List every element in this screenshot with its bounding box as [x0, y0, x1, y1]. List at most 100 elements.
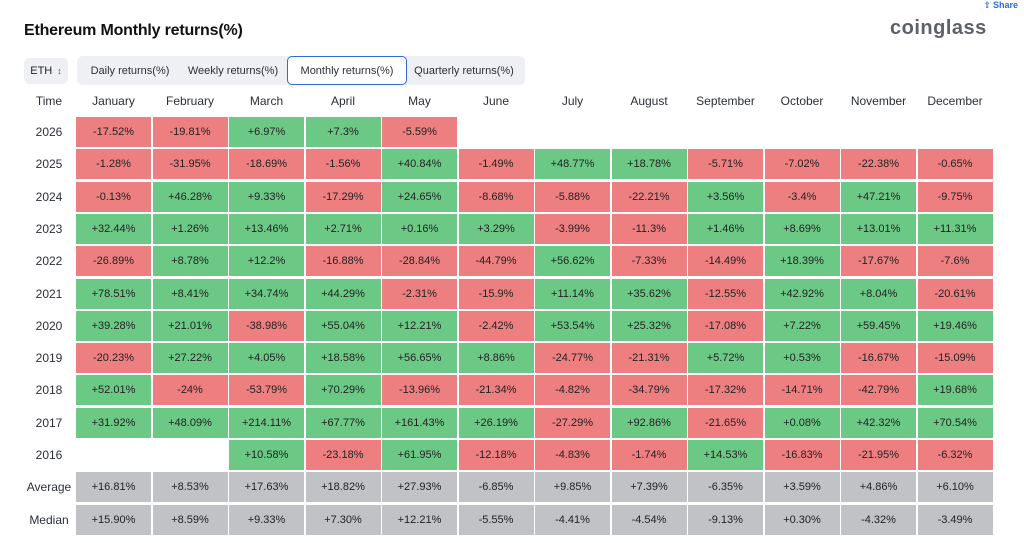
month-header[interactable]: August	[630, 94, 668, 108]
return-cell: -4.82%	[535, 375, 610, 406]
stat-cell: -4.54%	[611, 504, 687, 535]
stat-cell: +16.81%	[76, 472, 151, 503]
stat-cell: +0.30%	[764, 504, 840, 535]
return-cell: -27.29%	[535, 407, 610, 438]
return-cell: +8.86%	[458, 343, 534, 374]
return-cell: -16.88%	[305, 246, 381, 277]
return-cell: -44.79%	[458, 246, 534, 277]
stat-cell: +12.21%	[382, 504, 457, 535]
return-cell: -26.89%	[76, 246, 151, 277]
return-cell: -5.88%	[535, 181, 610, 212]
return-cell: +18.58%	[305, 343, 381, 374]
tab-quarterly-returns[interactable]: Quarterly returns(%)	[414, 64, 514, 77]
tab-daily-returns[interactable]: Daily returns(%)	[90, 64, 170, 77]
return-cell: +1.26%	[152, 213, 228, 244]
return-cell: +13.46%	[229, 213, 304, 244]
return-cell: -11.3%	[611, 213, 687, 244]
month-header[interactable]: December	[927, 94, 983, 108]
return-cell: +7.3%	[305, 117, 381, 147]
return-cell: +18.39%	[764, 246, 840, 277]
time-header: Time	[35, 94, 63, 108]
return-cell: +161.43%	[382, 407, 457, 438]
return-cell: +26.19%	[458, 407, 534, 438]
stat-label: Median	[29, 512, 69, 527]
return-cell: -7.33%	[611, 246, 687, 277]
return-cell: -3.4%	[764, 181, 840, 212]
return-cell: +214.11%	[229, 407, 304, 438]
return-cell: -31.95%	[152, 149, 228, 180]
return-cell: -21.95%	[841, 440, 916, 470]
return-cell: +5.72%	[688, 343, 763, 374]
year-label: 2026	[35, 125, 63, 139]
return-cell: -17.52%	[76, 117, 151, 147]
return-cell: +35.62%	[611, 278, 687, 309]
return-cell: -38.98%	[229, 310, 304, 341]
asset-select[interactable]: ETH ↕	[24, 58, 68, 84]
share-icon: ⇪	[983, 0, 991, 10]
return-cell: -24%	[152, 375, 228, 406]
return-cell: +53.54%	[535, 310, 610, 341]
return-cell: +10.58%	[229, 440, 304, 470]
month-header[interactable]: July	[561, 94, 584, 108]
stat-cell: +7.30%	[305, 504, 381, 535]
return-cell: -21.31%	[611, 343, 687, 374]
return-cell: -17.67%	[841, 246, 916, 277]
stat-cell: +18.82%	[305, 472, 381, 503]
return-cell: +18.78%	[611, 149, 687, 180]
return-cell: +8.04%	[841, 278, 916, 309]
month-header[interactable]: September	[696, 94, 755, 108]
return-cell: +32.44%	[76, 213, 151, 244]
return-cell: -16.67%	[841, 343, 916, 374]
stat-cell: +4.86%	[841, 472, 916, 503]
return-cell: -3.99%	[535, 213, 610, 244]
stat-cell: +15.90%	[76, 504, 151, 535]
return-cell: +27.22%	[152, 343, 228, 374]
month-header[interactable]: November	[850, 94, 907, 108]
return-cell: +14.53%	[688, 440, 763, 470]
return-cell: +19.46%	[917, 310, 993, 341]
return-cell: -15.9%	[458, 278, 534, 309]
return-cell: -1.56%	[305, 149, 381, 180]
month-header[interactable]: June	[482, 94, 510, 108]
month-header[interactable]: January	[92, 94, 135, 108]
return-cell: +52.01%	[76, 375, 151, 406]
tab-weekly-returns[interactable]: Weekly returns(%)	[187, 64, 279, 77]
return-cell: +70.54%	[917, 407, 993, 438]
return-cell: -24.77%	[535, 343, 610, 374]
stat-label: Average	[26, 480, 72, 495]
return-cell: +40.84%	[382, 149, 457, 180]
return-cell: -16.83%	[764, 440, 840, 470]
year-label: 2022	[35, 254, 63, 269]
share-button[interactable]: ⇪ Share	[983, 0, 1018, 11]
return-cell: -6.32%	[917, 440, 993, 470]
return-cell: -34.79%	[611, 375, 687, 406]
return-cell: -5.71%	[688, 149, 763, 180]
month-header[interactable]: April	[330, 94, 355, 108]
month-header[interactable]: October	[780, 94, 824, 108]
return-cell: +8.41%	[152, 278, 228, 309]
share-label: Share	[992, 0, 1018, 10]
return-cell: -2.31%	[382, 278, 457, 309]
year-label: 2016	[35, 448, 63, 462]
tab-monthly-returns[interactable]: Monthly returns(%)	[287, 56, 407, 85]
return-cell: -1.74%	[611, 440, 687, 470]
return-cell: -12.55%	[688, 278, 763, 309]
return-cell: +9.33%	[229, 181, 304, 212]
return-cell: +4.05%	[229, 343, 304, 374]
month-header[interactable]: March	[249, 94, 284, 108]
month-header[interactable]: February	[165, 94, 215, 108]
return-cell: -23.18%	[305, 440, 381, 470]
return-cell: +3.29%	[458, 213, 534, 244]
return-cell: +0.08%	[764, 407, 840, 438]
return-cell: +21.01%	[152, 310, 228, 341]
return-cell: +19.68%	[917, 375, 993, 406]
return-cell: -17.29%	[305, 181, 381, 212]
return-cell: +42.32%	[841, 407, 916, 438]
return-cell: +3.56%	[688, 181, 763, 212]
return-cell: -22.21%	[611, 181, 687, 212]
return-cell: +70.29%	[305, 375, 381, 406]
month-header[interactable]: May	[408, 94, 431, 108]
coinglass-logo: coinglass	[890, 17, 987, 39]
return-cell: -7.02%	[764, 149, 840, 180]
return-cell: +48.77%	[535, 149, 610, 180]
